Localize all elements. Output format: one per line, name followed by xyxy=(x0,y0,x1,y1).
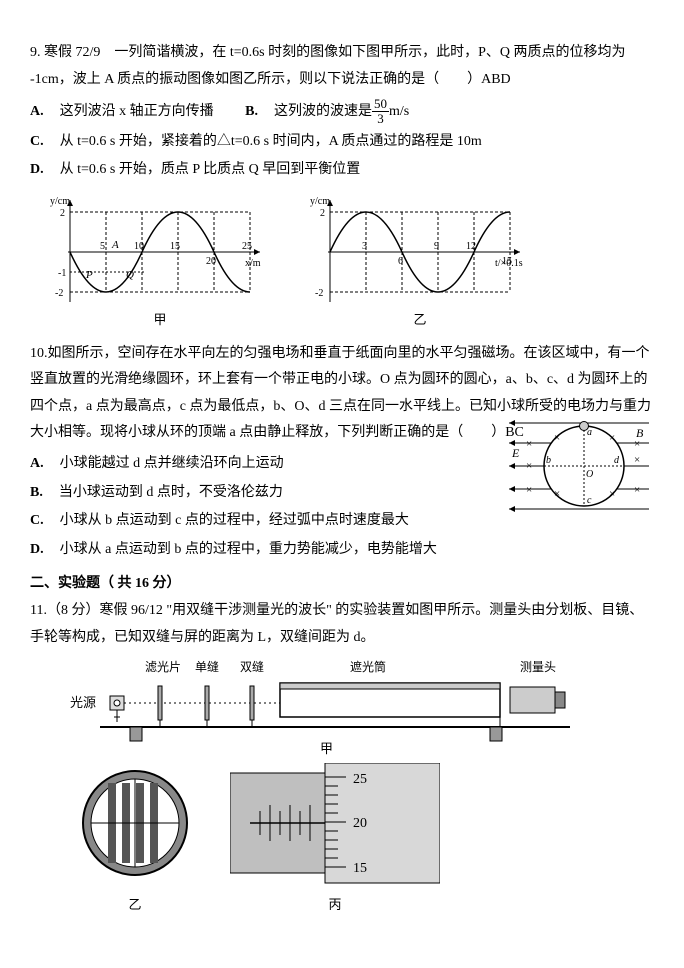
svg-text:×: × xyxy=(526,438,532,450)
q9-option-d: D.从 t=0.6 s 开始，质点 P 比质点 Q 早回到平衡位置 xyxy=(30,157,654,184)
chart-yi: y/cm t/×0.1s 2 -2 3 6 9 12 15 乙 xyxy=(310,192,530,333)
svg-text:×: × xyxy=(609,488,615,500)
q9-prefix: 寒假 72/9 xyxy=(44,45,100,60)
svg-text:15: 15 xyxy=(353,861,367,876)
svg-text:双缝: 双缝 xyxy=(240,659,264,674)
wave-chart-1: y/cm x/m 2 -2 5 10 15 20 25 A P Q -1 xyxy=(50,192,270,312)
question-10: 10.如图所示，空间存在水平向左的匀强电场和垂直于纸面向里的水平匀强磁场。在该区… xyxy=(30,341,654,564)
q11-stem: 11.（8 分）寒假 96/12 "用双缝干涉测量光的波长" 的实验装置如图甲所… xyxy=(30,598,654,651)
svg-text:3: 3 xyxy=(362,241,367,252)
q9-stem: 9. 寒假 72/9 一列简谐横波，在 t=0.6s 时刻的图像如下图甲所示，此… xyxy=(30,40,654,93)
svg-text:25: 25 xyxy=(353,772,367,787)
svg-text:滤光片: 滤光片 xyxy=(145,660,181,674)
svg-text:2: 2 xyxy=(320,208,325,219)
svg-text:5: 5 xyxy=(100,241,105,252)
q11-scale-bing: 25 20 15 丙 xyxy=(230,763,440,918)
svg-text:遮光筒: 遮光筒 xyxy=(350,659,386,674)
q11-eyepiece-yi: 乙 xyxy=(70,763,200,918)
svg-text:×: × xyxy=(609,432,615,444)
svg-text:6: 6 xyxy=(398,256,403,267)
svg-text:9: 9 xyxy=(434,241,439,252)
fraction: 503 xyxy=(372,97,389,127)
svg-text:20: 20 xyxy=(353,816,367,831)
svg-text:×: × xyxy=(634,454,640,466)
svg-text:甲: 甲 xyxy=(320,741,333,756)
svg-text:a: a xyxy=(587,427,592,438)
svg-text:-2: -2 xyxy=(55,288,63,299)
svg-text:A: A xyxy=(111,239,119,251)
svg-text:×: × xyxy=(634,438,640,450)
svg-text:-1: -1 xyxy=(58,268,66,279)
svg-text:15: 15 xyxy=(502,256,512,267)
svg-text:b: b xyxy=(546,455,551,466)
svg-text:光源: 光源 xyxy=(70,695,96,710)
svg-text:25: 25 xyxy=(242,241,252,252)
wave-chart-2: y/cm t/×0.1s 2 -2 3 6 9 12 15 xyxy=(310,192,530,312)
question-9: 9. 寒假 72/9 一列简谐横波，在 t=0.6s 时刻的图像如下图甲所示，此… xyxy=(30,40,654,333)
svg-text:-2: -2 xyxy=(315,288,323,299)
svg-text:20: 20 xyxy=(206,256,216,267)
svg-text:×: × xyxy=(634,484,640,496)
section-2-title: 二、实验题（ 共 16 分） xyxy=(30,571,654,598)
option-label-a: A. xyxy=(30,104,44,119)
svg-text:×: × xyxy=(526,484,532,496)
svg-text:15: 15 xyxy=(170,241,180,252)
svg-text:×: × xyxy=(554,488,560,500)
svg-text:Q: Q xyxy=(126,269,134,281)
svg-text:×: × xyxy=(554,432,560,444)
svg-text:10: 10 xyxy=(134,241,144,252)
svg-text:×: × xyxy=(526,460,532,472)
q11-figure-bottom: 乙 25 20 15 丙 xyxy=(70,763,654,918)
q11-figure-jia: 滤光片 单缝 双缝 遮光筒 测量头 光源 甲 xyxy=(70,657,654,757)
question-11: 11.（8 分）寒假 96/12 "用双缝干涉测量光的波长" 的实验装置如图甲所… xyxy=(30,598,654,918)
svg-text:y/cm: y/cm xyxy=(310,196,330,207)
svg-text:E: E xyxy=(511,446,520,460)
q9-charts: y/cm x/m 2 -2 5 10 15 20 25 A P Q -1 甲 y… xyxy=(50,192,654,333)
q10-option-d: D.小球从 a 点运动到 b 点的过程中，重力势能减少，电势能增大 xyxy=(30,537,654,564)
svg-text:2: 2 xyxy=(60,208,65,219)
svg-text:测量头: 测量头 xyxy=(520,660,556,674)
q9-number: 9. xyxy=(30,45,41,60)
svg-text:12: 12 xyxy=(466,241,476,252)
svg-text:y/cm: y/cm xyxy=(50,196,70,207)
svg-text:c: c xyxy=(587,495,592,506)
q9-option-row-ab: A.这列波沿 x 轴正方向传播 B.这列波的波速是503m/s xyxy=(30,97,654,127)
q10-diagram: a b d c O E B ×××× ×××× ×× xyxy=(504,411,654,521)
chart-jia: y/cm x/m 2 -2 5 10 15 20 25 A P Q -1 甲 xyxy=(50,192,270,333)
q9-option-c: C.从 t=0.6 s 开始，紧接着的△t=0.6 s 时间内，A 质点通过的路… xyxy=(30,129,654,156)
svg-text:P: P xyxy=(85,269,93,281)
svg-text:O: O xyxy=(586,469,593,480)
svg-text:单缝: 单缝 xyxy=(195,659,219,674)
option-label-b: B. xyxy=(245,104,258,119)
svg-text:x/m: x/m xyxy=(245,258,261,269)
